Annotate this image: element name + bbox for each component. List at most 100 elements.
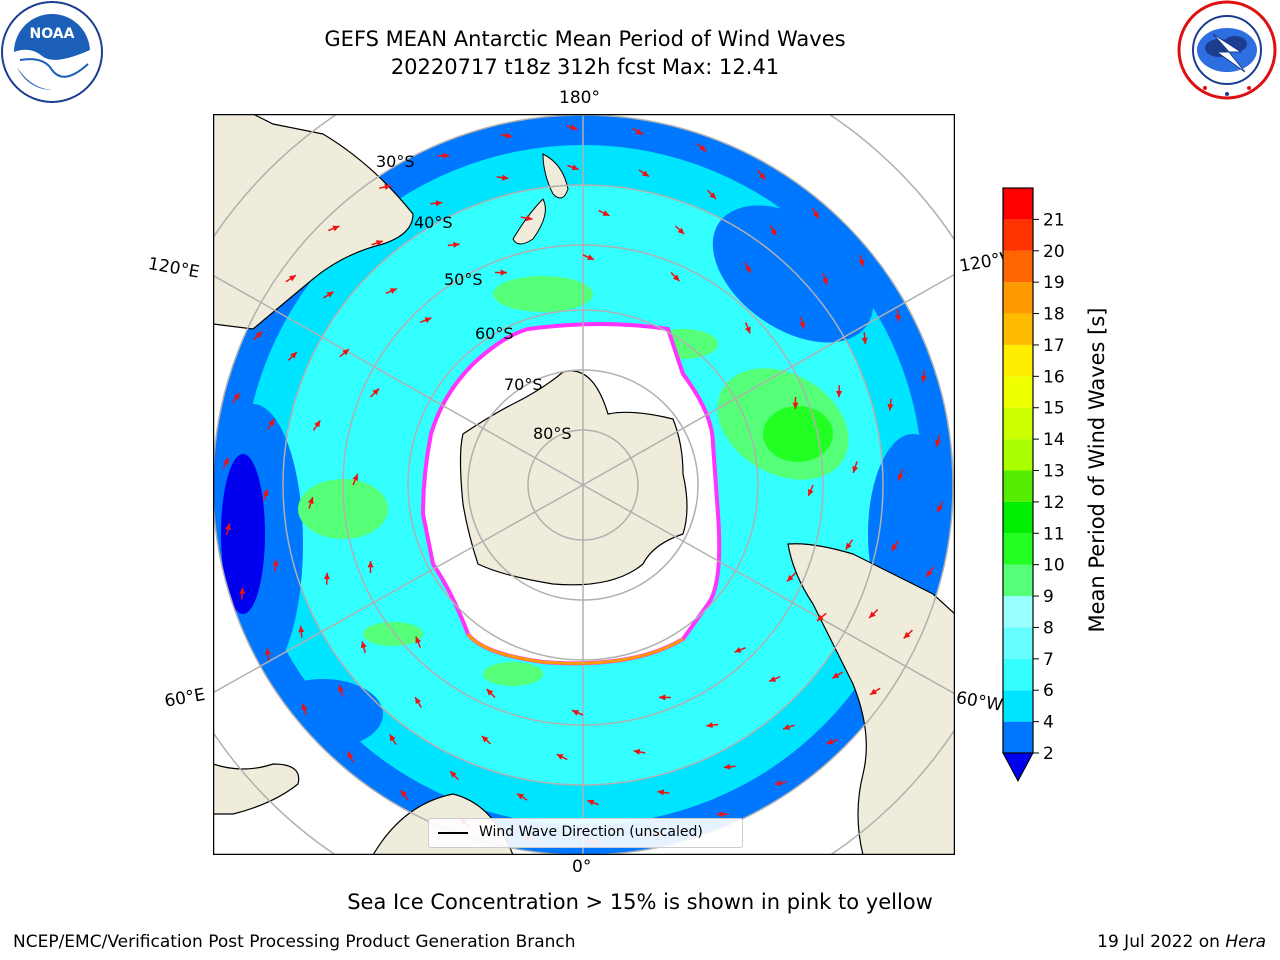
lon-label-0: 0° <box>572 857 592 877</box>
wind-arrow-head <box>816 614 824 621</box>
wind-arrow-head <box>659 694 666 701</box>
polar-map <box>213 114 955 855</box>
wind-arrow-head <box>587 799 595 806</box>
wind-arrow-head <box>807 489 814 497</box>
wind-arrow-head <box>384 184 392 190</box>
colorbar-tick-label: 6 <box>1043 681 1054 701</box>
wind-arrow-head <box>744 265 751 273</box>
wind-arrow-head <box>832 672 840 679</box>
colorbar-extend-arrow <box>1002 752 1034 783</box>
lon-label-60e: 60°E <box>163 684 207 712</box>
wind-arrow-head <box>556 754 564 760</box>
wind-arrow-head <box>268 419 275 426</box>
lon-label-180: 180° <box>559 88 600 108</box>
wind-arrow-head <box>517 793 524 800</box>
colorbar-block <box>1003 376 1033 408</box>
colorbar-tick-label: 14 <box>1043 430 1065 450</box>
wind-arrow-head <box>570 124 578 131</box>
noaa-logo: NOAA <box>1 1 103 103</box>
wind-arrow-head <box>367 561 374 568</box>
wind-arrow-head <box>501 174 509 181</box>
wind-arrow-head <box>262 489 269 497</box>
wind-arrow-head <box>723 763 731 770</box>
lat-label-50s: 50°S <box>444 270 483 289</box>
colorbar-tick-label: 10 <box>1043 556 1065 576</box>
wind-arrow-head <box>887 403 894 411</box>
colorbar-tick-label: 18 <box>1043 305 1065 325</box>
wind-arrow-head <box>706 722 713 729</box>
wind-arrow-head <box>826 738 834 745</box>
wind-arrow-head <box>783 724 791 730</box>
wind-arrow-head <box>920 375 927 383</box>
colorbar-block <box>1003 188 1033 220</box>
wind-arrow-head <box>845 542 852 550</box>
colorbar-label: Mean Period of Wind Waves [s] <box>1085 307 1109 633</box>
colorbar-tick-label: 12 <box>1043 493 1065 513</box>
colorbar-tick-label: 8 <box>1043 618 1054 638</box>
wind-arrow-head <box>836 390 843 398</box>
wind-arrow-head <box>633 748 641 755</box>
wind-arrow-head <box>642 170 649 177</box>
wind-arrow-head <box>323 572 330 580</box>
wind-arrow-head <box>298 625 305 633</box>
wind-arrow-head <box>709 192 716 199</box>
africa-land <box>213 763 300 815</box>
colorbar-tick-label: 20 <box>1043 242 1065 262</box>
colorbar-tick-label: 21 <box>1043 210 1065 230</box>
colorbar-block <box>1003 533 1033 565</box>
colorbar-block <box>1003 596 1033 628</box>
antarctica-land <box>459 370 688 586</box>
colorbar-tick-label: 15 <box>1043 399 1065 419</box>
colorbar-tick-label: 7 <box>1043 650 1054 670</box>
footer-date: 19 Jul 2022 on Hera <box>1097 932 1266 952</box>
footer-date-text: 19 Jul 2022 on <box>1097 932 1226 952</box>
wind-arrow-head <box>375 240 383 246</box>
lon-label-120e: 120°E <box>146 254 201 283</box>
wind-arrow-head <box>233 393 240 400</box>
chart-subtitle: 20220717 t18z 312h fcst Max: 12.41 <box>390 55 780 79</box>
south-america-land <box>787 543 955 855</box>
wind-arrow-head <box>264 648 272 656</box>
wind-arrow-head <box>602 210 610 216</box>
wind-arrow-head <box>372 388 380 396</box>
wind-arrow-head <box>869 611 876 618</box>
wind-arrow-head <box>852 465 859 473</box>
wind-arrow-head <box>937 505 943 513</box>
footer-host: Hera <box>1225 932 1266 952</box>
wind-arrow-head <box>822 277 828 285</box>
wind-arrow-head <box>500 269 507 276</box>
wind-arrow-head <box>744 326 751 334</box>
wind-arrow-head <box>894 314 902 322</box>
colorbar-block <box>1003 282 1033 314</box>
wind-arrow-head <box>759 173 766 180</box>
wind-arrow-head <box>587 254 595 261</box>
colorbar-block <box>1003 313 1033 345</box>
lat-label-30s: 30°S <box>376 152 415 171</box>
wind-arrow-head <box>861 337 868 345</box>
colorbar-tick-label: 19 <box>1043 273 1065 293</box>
wind-arrow-head <box>891 544 898 551</box>
wind-wave-arrows <box>222 124 944 846</box>
colorbar-block <box>1003 439 1033 471</box>
colorbar-block <box>1003 250 1033 283</box>
wind-arrow-head <box>505 132 513 139</box>
colorbar-block <box>1003 627 1033 659</box>
wind-arrow-head <box>926 570 933 577</box>
lat-label-60s: 60°S <box>475 324 514 343</box>
colorbar-block <box>1003 658 1033 691</box>
lat-label-40s: 40°S <box>414 213 453 232</box>
wind-arrow-head <box>332 225 340 232</box>
chart-title: GEFS MEAN Antarctic Mean Period of Wind … <box>324 27 846 51</box>
wind-arrow-head <box>672 274 680 282</box>
wind-arrow-head <box>635 128 643 135</box>
colorbar-tick-label: 4 <box>1043 713 1054 733</box>
wind-arrow-head <box>525 215 533 222</box>
sea-ice-caption: Sea Ice Concentration > 15% is shown in … <box>347 890 933 914</box>
colorbar-tick-label: 11 <box>1043 524 1065 544</box>
wind-arrow-head <box>290 352 297 359</box>
wind-arrow-head <box>338 685 344 693</box>
colorbar-block <box>1003 407 1033 440</box>
wind-arrow-head <box>903 631 911 639</box>
legend-label: Wind Wave Direction (unscaled) <box>479 824 703 840</box>
wind-arrow-head <box>657 789 665 796</box>
